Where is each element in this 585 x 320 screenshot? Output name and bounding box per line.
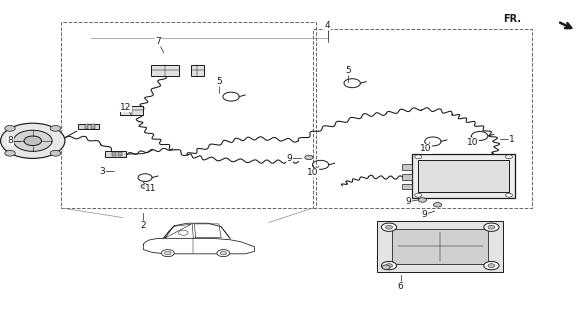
Circle shape: [415, 193, 422, 197]
Circle shape: [433, 203, 442, 207]
Text: 11: 11: [145, 184, 157, 193]
Bar: [112, 152, 116, 156]
Bar: [118, 152, 122, 156]
Circle shape: [217, 250, 230, 257]
Text: 1: 1: [509, 135, 515, 144]
Bar: [402, 174, 412, 180]
Text: 5: 5: [216, 77, 222, 86]
Bar: [151, 65, 179, 76]
Text: 7: 7: [155, 37, 161, 46]
Bar: [91, 124, 95, 129]
Circle shape: [1, 123, 65, 158]
Text: 5: 5: [345, 66, 351, 75]
Bar: [105, 151, 126, 157]
Text: 4: 4: [325, 21, 331, 30]
Circle shape: [5, 150, 15, 156]
Circle shape: [415, 155, 422, 159]
Circle shape: [50, 125, 61, 131]
Circle shape: [164, 252, 171, 255]
Text: 10: 10: [420, 144, 432, 153]
Bar: [402, 184, 412, 189]
Bar: [418, 160, 509, 192]
Circle shape: [386, 264, 393, 268]
Circle shape: [5, 125, 15, 131]
Circle shape: [382, 265, 390, 269]
Bar: [78, 124, 99, 129]
Text: FR.: FR.: [503, 14, 521, 24]
Text: 10: 10: [467, 138, 479, 147]
Text: 10: 10: [307, 168, 319, 177]
Circle shape: [141, 184, 149, 188]
Text: 9: 9: [287, 154, 292, 163]
Circle shape: [305, 155, 313, 160]
Circle shape: [484, 223, 499, 231]
Text: 12: 12: [120, 103, 132, 112]
Circle shape: [161, 250, 174, 257]
Circle shape: [505, 193, 512, 197]
Circle shape: [24, 136, 42, 146]
Circle shape: [505, 155, 512, 159]
Circle shape: [488, 264, 495, 268]
Bar: [120, 106, 143, 115]
Circle shape: [488, 225, 495, 229]
Circle shape: [386, 225, 393, 229]
Bar: [392, 229, 488, 264]
Bar: [85, 124, 88, 129]
Text: 2: 2: [140, 221, 146, 230]
Circle shape: [220, 252, 226, 255]
Bar: [191, 65, 204, 76]
Circle shape: [484, 261, 499, 270]
Circle shape: [418, 198, 426, 202]
Circle shape: [50, 150, 61, 156]
Bar: [412, 154, 515, 198]
Circle shape: [13, 130, 52, 151]
Text: 6: 6: [398, 282, 404, 291]
Circle shape: [381, 223, 397, 231]
Text: 9: 9: [422, 210, 428, 219]
Text: 8: 8: [8, 136, 13, 145]
Text: 3: 3: [99, 167, 105, 176]
Circle shape: [381, 261, 397, 270]
Bar: [377, 221, 503, 272]
Bar: [402, 164, 412, 170]
Text: 9: 9: [405, 197, 411, 206]
